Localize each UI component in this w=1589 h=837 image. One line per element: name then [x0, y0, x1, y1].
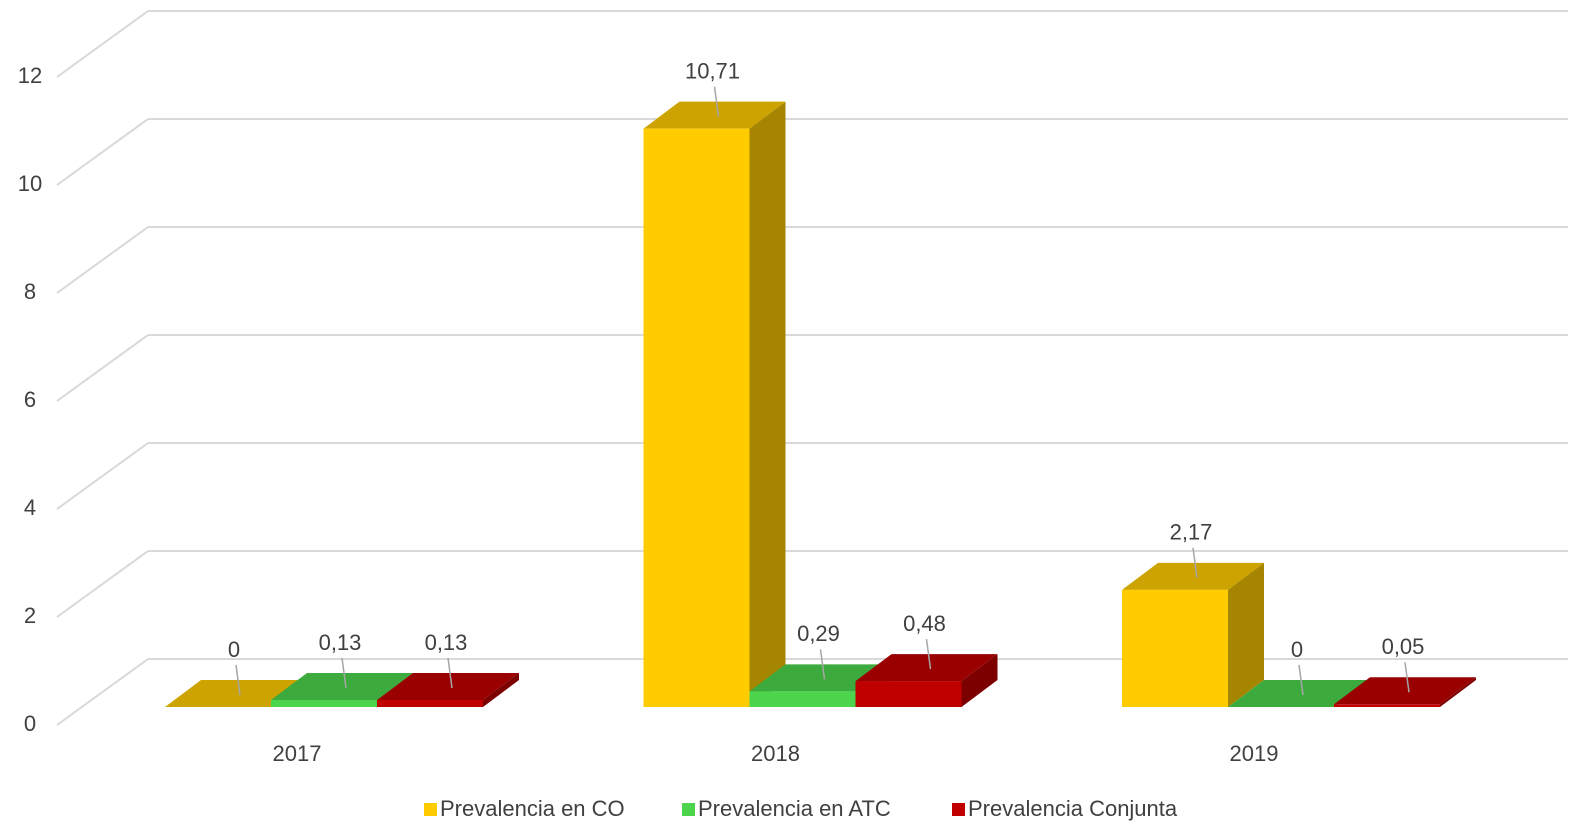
leader-line	[819, 649, 826, 680]
leader-line	[1404, 662, 1410, 693]
legend-swatch	[424, 803, 437, 816]
bar-front	[855, 681, 962, 707]
y-tick-label: 0	[24, 711, 36, 736]
grid-line-side	[56, 442, 149, 510]
bar	[1122, 562, 1264, 707]
bar-front	[271, 699, 377, 707]
leader-line	[1298, 664, 1304, 696]
leader-line	[925, 638, 932, 670]
bar-front	[749, 691, 856, 707]
x-tick-label: 2019	[1230, 741, 1279, 766]
bar-top	[377, 672, 519, 700]
bar-top	[1334, 677, 1476, 705]
leader-line	[713, 86, 720, 117]
legend-label: Prevalencia Conjunta	[968, 796, 1178, 821]
bar-top	[1228, 680, 1370, 707]
leader-line	[235, 664, 241, 696]
bar	[377, 672, 519, 707]
bar-top	[271, 672, 413, 700]
data-label: 0,13	[425, 630, 468, 655]
x-tick-label: 2017	[273, 741, 322, 766]
bar-front	[1122, 589, 1228, 707]
bar-side	[1440, 677, 1476, 707]
y-tick-label: 6	[24, 387, 36, 412]
data-label: 0,29	[797, 621, 840, 646]
grid-line-side	[56, 334, 149, 402]
grid-line-side	[56, 226, 149, 294]
leader-line	[341, 657, 347, 689]
y-tick-label: 4	[24, 495, 36, 520]
bar	[643, 101, 786, 707]
data-label: 2,17	[1170, 520, 1213, 545]
bar-top	[643, 101, 786, 129]
data-label: 0	[228, 637, 240, 662]
bar-side	[1228, 562, 1264, 707]
bar-front	[377, 699, 483, 707]
leader-line	[447, 657, 453, 689]
grid-line-side	[56, 118, 149, 186]
y-tick-label: 12	[18, 63, 42, 88]
bar-side	[749, 101, 786, 707]
x-tick-label: 2018	[751, 741, 800, 766]
bar-top	[855, 654, 998, 682]
y-tick-label: 2	[24, 603, 36, 628]
leader-line	[1192, 547, 1198, 578]
bar-front	[1334, 704, 1440, 707]
legend-label: Prevalencia en ATC	[698, 796, 891, 821]
grid-line-side	[56, 10, 149, 78]
y-tick-label: 10	[18, 171, 42, 196]
grid-line-side	[56, 658, 149, 726]
bar-front	[643, 128, 750, 707]
legend-label: Prevalencia en CO	[440, 796, 625, 821]
data-label: 0,05	[1382, 634, 1425, 659]
bar	[855, 654, 998, 707]
grid-line-side	[56, 550, 149, 618]
data-label: 0,13	[319, 630, 362, 655]
bar-side	[483, 672, 519, 707]
data-label: 0,48	[903, 611, 946, 636]
data-label: 0	[1291, 637, 1303, 662]
bar-top	[1122, 562, 1264, 590]
bar	[1334, 677, 1476, 707]
bar	[1228, 680, 1370, 707]
bar-side	[961, 654, 998, 707]
legend-swatch	[952, 803, 965, 816]
data-label: 10,71	[685, 58, 740, 83]
y-tick-label: 8	[24, 279, 36, 304]
legend-swatch	[682, 803, 695, 816]
